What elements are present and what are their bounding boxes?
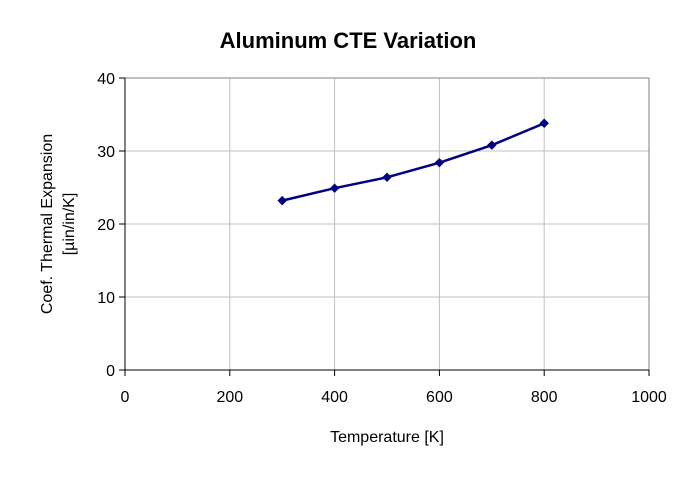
x-tick-label: 0	[121, 389, 130, 406]
y-axis-label-line-1: Coef. Thermal Expansion	[39, 134, 56, 314]
x-axis-label: Temperature [K]	[330, 429, 444, 446]
series-line	[281, 122, 545, 202]
series	[277, 118, 549, 206]
y-tick-label: 40	[97, 71, 115, 88]
data-point	[382, 172, 392, 182]
x-tick-label: 1000	[631, 389, 667, 406]
x-tick-label: 600	[426, 389, 453, 406]
data-point	[277, 195, 287, 206]
y-tick-label: 0	[106, 363, 115, 380]
x-tick-label: 400	[321, 389, 348, 406]
data-point	[329, 183, 340, 193]
y-tick-label: 10	[97, 290, 115, 307]
data-point	[539, 118, 549, 128]
chart-title: Aluminum CTE Variation	[220, 28, 477, 53]
x-tick-label: 200	[216, 389, 243, 406]
x-tick-label: 800	[531, 389, 558, 406]
data-point	[434, 157, 445, 168]
y-tick-label: 20	[97, 217, 115, 234]
y-axis-label: Coef. Thermal Expansion [µin/in/K]	[39, 134, 78, 314]
y-tick-label: 30	[97, 144, 115, 161]
y-axis-label-line-2: [µin/in/K]	[61, 193, 78, 256]
grid	[125, 77, 650, 370]
data-point	[487, 140, 497, 150]
